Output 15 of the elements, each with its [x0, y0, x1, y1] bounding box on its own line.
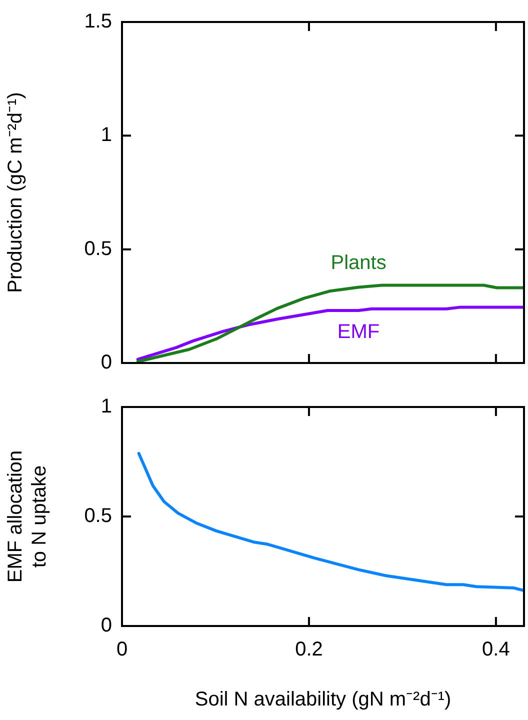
- x-tick-label: 0: [116, 638, 128, 661]
- series-label: Plants: [330, 252, 386, 274]
- y-axis-title: Production (gC m⁻²d⁻¹): [4, 92, 27, 293]
- y-tick-label: 1.5: [84, 10, 112, 33]
- x-tick-label: 0.4: [482, 638, 510, 661]
- y-tick-label: 1: [100, 124, 112, 146]
- y-tick-label: 0: [100, 352, 112, 374]
- y-tick-label: 1: [100, 396, 112, 418]
- x-tick-label: 0.2: [295, 638, 323, 661]
- series-label: EMF: [337, 321, 380, 343]
- y-tick-label: 0.5: [84, 505, 112, 528]
- y-tick-label: 0.5: [84, 238, 112, 260]
- y-tick-label: 0: [100, 614, 112, 637]
- x-axis-title: Soil N availability (gN m⁻²d⁻¹): [194, 688, 452, 711]
- y-axis-title: EMF allocation to N uptake: [4, 450, 51, 583]
